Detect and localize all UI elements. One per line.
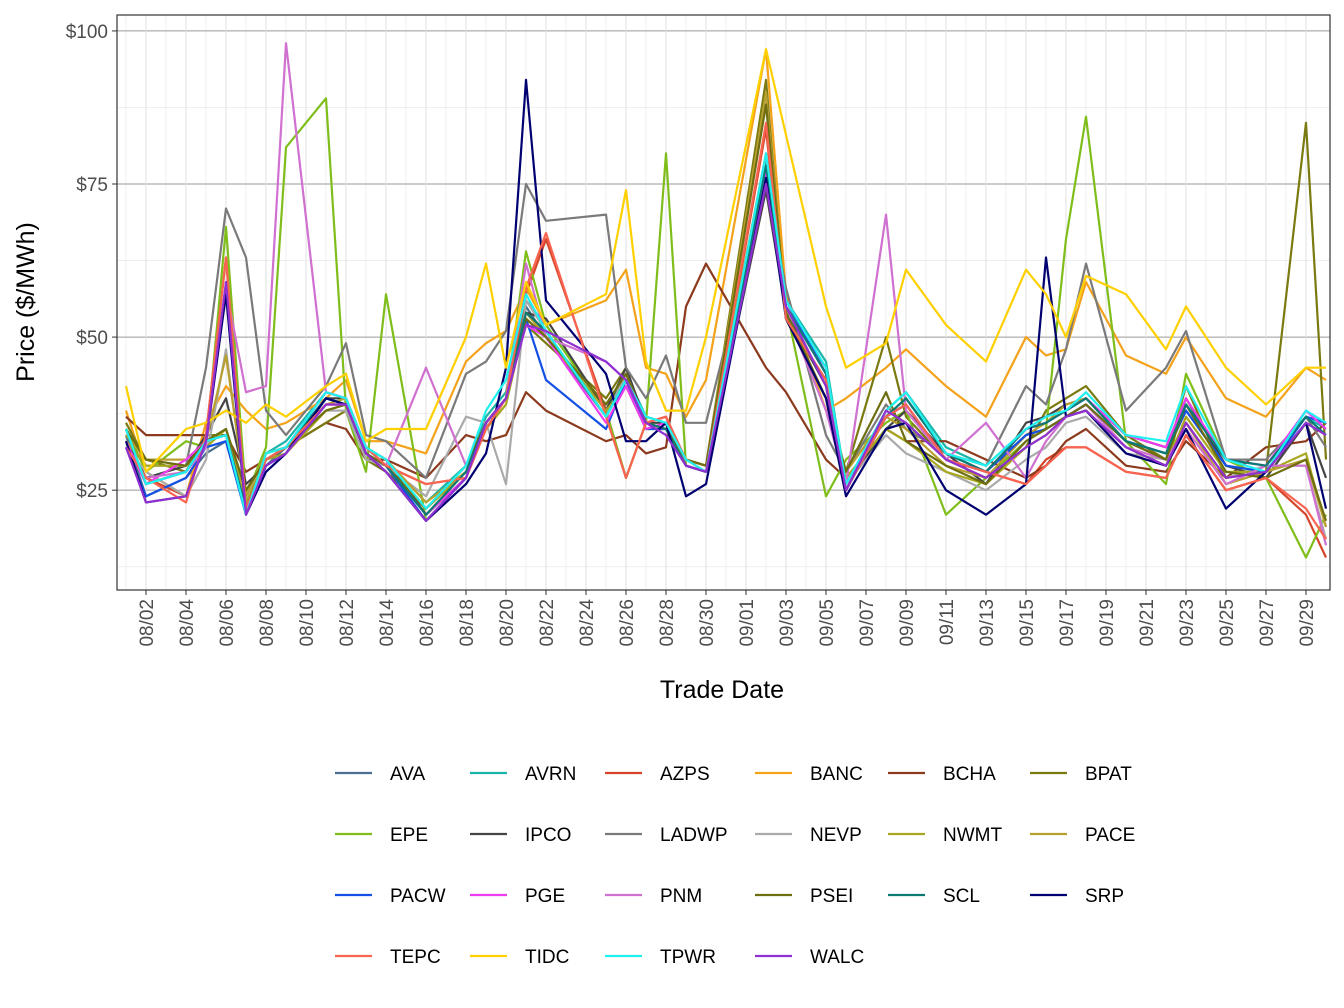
x-tick-label: 09/09 [897,599,918,647]
x-tick-label: 08/06 [217,599,238,647]
series-line [125,182,1327,479]
legend-label: PGE [525,886,565,907]
legend-label: AZPS [660,764,710,785]
x-tick-label: 08/18 [457,599,478,647]
x-tick-label: 09/13 [977,599,998,647]
x-tick-label: 08/22 [537,599,558,647]
series-line [124,48,1326,473]
x-tick-label: 08/14 [377,599,398,647]
x-tick-label: 08/16 [417,599,438,647]
legend-label: PNM [660,886,702,907]
legend-label: TIDC [525,947,569,968]
x-tick-label: 09/21 [1137,599,1158,647]
legend-label: BCHA [943,764,996,785]
panel-border [116,14,1331,591]
x-tick-label: 08/02 [137,599,158,647]
x-tick-label: 08/12 [337,599,358,647]
x-tick-label: 08/28 [657,599,678,647]
x-tick-label: 09/27 [1257,599,1278,647]
x-tick-label: 08/30 [697,599,718,647]
legend-label: PACE [1085,825,1135,846]
lines [124,42,1328,559]
series-line [125,97,1327,559]
legend-label: AVA [390,764,426,785]
x-tick-label: 08/10 [297,599,318,647]
y-axis-title: Price ($/MWh) [12,222,40,382]
legend-label: LADWP [660,825,728,846]
legend-label: SRP [1085,886,1124,907]
legend-label: TEPC [390,947,441,968]
legend-label: NWMT [943,825,1002,846]
x-tick-label: 09/03 [777,599,798,647]
x-tick-label: 09/17 [1057,599,1078,647]
x-tick-label: 09/01 [737,599,758,647]
legend-label: AVRN [525,764,576,785]
x-axis-title: Trade Date [660,676,784,704]
x-tick-label: 08/20 [497,599,518,647]
legend-label: BANC [810,764,863,785]
legend-label: PSEI [810,886,853,907]
x-tick-label: 08/08 [257,599,278,647]
series-line [124,152,1327,516]
y-tick-label: $50 [76,328,108,349]
y-tick-label: $100 [66,22,108,43]
x-tick-label: 09/07 [857,599,878,647]
x-tick-label: 08/24 [577,599,598,647]
legend-label: PACW [390,886,446,907]
x-tick-label: 09/11 [937,599,958,645]
x-tick-label: 09/05 [817,599,838,647]
legend-label: BPAT [1085,764,1132,785]
x-tick-label: 09/15 [1017,599,1038,647]
x-tick-label: 09/23 [1177,599,1198,647]
x-tick-label: 09/19 [1097,599,1118,647]
x-tick-label: 08/04 [177,599,198,647]
legend-label: IPCO [525,825,571,846]
y-tick-label: $25 [76,481,108,502]
x-tick-label: 09/25 [1217,599,1238,647]
legend-label: EPE [390,825,428,846]
legend: AVA AVRN AZPS BANC BCHA BPAT EPE IPCO LADWP NEVP N… [335,764,1135,968]
x-tick-label: 09/29 [1297,599,1318,647]
series-line [124,48,1327,498]
y-tick-label: $75 [76,175,108,196]
axes: $25 $50 $75 $100 08/02 08/04 08/06 08/08 08/10 08… [66,22,1318,647]
series-line [124,182,1327,522]
legend-label: NEVP [810,825,862,846]
legend-label: SCL [943,886,980,907]
legend-label: WALC [810,947,864,968]
x-tick-label: 08/26 [617,599,638,647]
legend-label: TPWR [660,947,716,968]
